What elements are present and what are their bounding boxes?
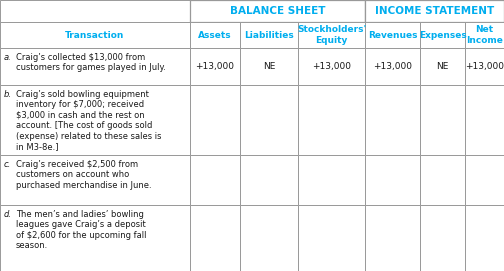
Bar <box>298 155 365 205</box>
Bar <box>465 155 504 205</box>
Bar <box>0 85 190 155</box>
Bar <box>240 85 298 155</box>
Text: +13,000: +13,000 <box>312 62 351 71</box>
Bar <box>420 205 465 271</box>
Bar <box>240 155 298 205</box>
Text: Assets: Assets <box>198 31 232 40</box>
Bar <box>298 205 365 271</box>
Bar <box>190 85 240 155</box>
Bar <box>465 22 504 48</box>
Bar <box>365 22 420 48</box>
Text: +13,000: +13,000 <box>373 62 412 71</box>
Bar <box>0 22 190 48</box>
Text: The men’s and ladies’ bowling
leagues gave Craig’s a deposit
of $2,600 for the u: The men’s and ladies’ bowling leagues ga… <box>16 210 147 250</box>
Bar <box>240 22 298 48</box>
Text: b.: b. <box>4 90 12 99</box>
Bar <box>0 155 190 205</box>
Text: Craig’s sold bowling equipment
inventory for $7,000; received
$3,000 in cash and: Craig’s sold bowling equipment inventory… <box>16 90 161 151</box>
Bar <box>298 22 365 48</box>
Text: Craig’s received $2,500 from
customers on account who
purchased merchandise in J: Craig’s received $2,500 from customers o… <box>16 160 152 190</box>
Bar <box>420 155 465 205</box>
Text: Liabilities: Liabilities <box>244 31 294 40</box>
Bar <box>190 205 240 271</box>
Bar <box>365 85 420 155</box>
Bar <box>465 205 504 271</box>
Text: NE: NE <box>436 62 449 71</box>
Text: Transaction: Transaction <box>66 31 124 40</box>
Text: INCOME STATEMENT: INCOME STATEMENT <box>375 6 494 16</box>
Bar <box>365 155 420 205</box>
Bar <box>365 48 420 85</box>
Bar <box>298 85 365 155</box>
Text: Stockholders'
Equity: Stockholders' Equity <box>297 25 366 45</box>
Text: +13,000: +13,000 <box>196 62 234 71</box>
Bar <box>190 48 240 85</box>
Bar <box>0 205 190 271</box>
Bar <box>190 0 365 22</box>
Bar <box>465 85 504 155</box>
Text: Craig’s collected $13,000 from
customers for games played in July.: Craig’s collected $13,000 from customers… <box>16 53 166 72</box>
Bar <box>190 22 240 48</box>
Text: NE: NE <box>263 62 275 71</box>
Bar <box>0 0 190 22</box>
Bar <box>190 155 240 205</box>
Bar <box>298 48 365 85</box>
Bar <box>365 205 420 271</box>
Bar <box>420 22 465 48</box>
Text: Revenues: Revenues <box>368 31 417 40</box>
Text: +13,000: +13,000 <box>465 62 504 71</box>
Bar <box>240 205 298 271</box>
Bar <box>420 48 465 85</box>
Text: BALANCE SHEET: BALANCE SHEET <box>230 6 325 16</box>
Bar <box>420 85 465 155</box>
Bar <box>240 48 298 85</box>
Bar <box>365 0 504 22</box>
Text: a.: a. <box>4 53 12 62</box>
Text: Expenses: Expenses <box>419 31 466 40</box>
Text: d.: d. <box>4 210 12 219</box>
Bar <box>465 48 504 85</box>
Bar <box>0 48 190 85</box>
Text: Net
Income: Net Income <box>466 25 503 45</box>
Text: c.: c. <box>4 160 11 169</box>
